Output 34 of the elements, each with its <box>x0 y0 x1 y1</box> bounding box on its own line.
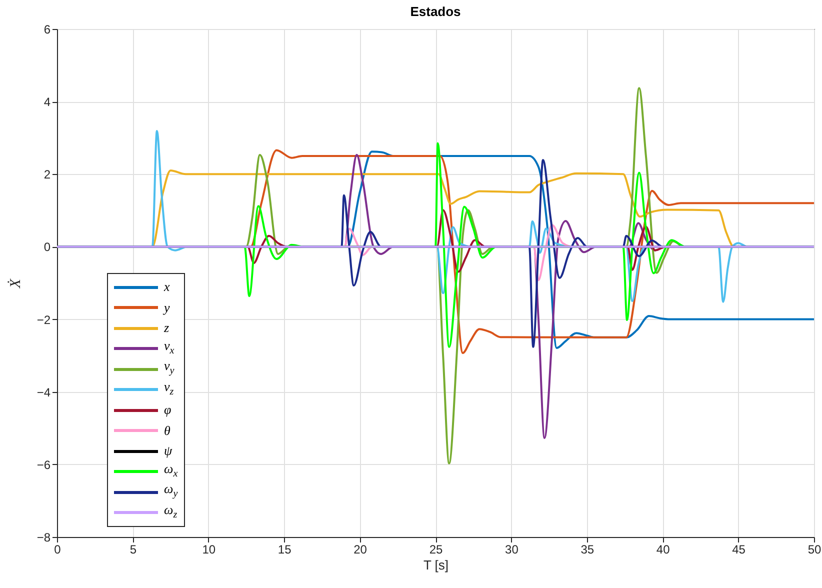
x-tick-label: 10 <box>202 542 216 556</box>
legend-label: ψ <box>164 442 172 460</box>
x-axis-title: T [s] <box>423 558 449 572</box>
legend-label: v$_{x}$ <box>164 338 174 357</box>
x-tick-label: 5 <box>130 542 137 556</box>
y-axis-title: Ẋ <box>6 278 24 290</box>
legend-label: z <box>164 319 170 338</box>
x-tick-label: 0 <box>54 542 62 556</box>
legend-label: φ <box>164 401 172 420</box>
x-tick-label: 30 <box>505 542 519 556</box>
x-tick-label: 50 <box>808 542 822 556</box>
y-tick-label: 6 <box>44 22 51 36</box>
x-tick-label: 35 <box>580 542 594 556</box>
legend-label: x <box>164 278 170 296</box>
x-tick-label: 25 <box>429 542 443 556</box>
legend-label: v$_{z}$ <box>164 378 174 400</box>
x-tick-label: 40 <box>656 542 670 556</box>
legend-label: y <box>164 298 170 317</box>
legend-label: θ <box>164 422 170 440</box>
legend-label: v$_{y}$ <box>164 358 174 378</box>
legend-label: ω$_{x}$ <box>164 460 178 480</box>
y-tick-label: 2 <box>44 168 51 182</box>
legend-label: ω$_{y}$ <box>164 481 178 500</box>
legend-label: ω$_{z}$ <box>164 500 178 523</box>
y-tick-label: 0 <box>44 240 51 254</box>
y-tick-label: 4 <box>44 95 51 110</box>
y-tick-label: −2 <box>36 312 51 327</box>
y-tick-label: −6 <box>36 458 51 472</box>
y-tick-label: −4 <box>36 385 51 400</box>
x-tick-label: 45 <box>732 542 746 556</box>
chart-title: Estados <box>410 4 461 19</box>
y-tick-label: −8 <box>36 530 51 544</box>
x-tick-label: 15 <box>278 542 292 556</box>
x-tick-label: 20 <box>354 542 368 556</box>
